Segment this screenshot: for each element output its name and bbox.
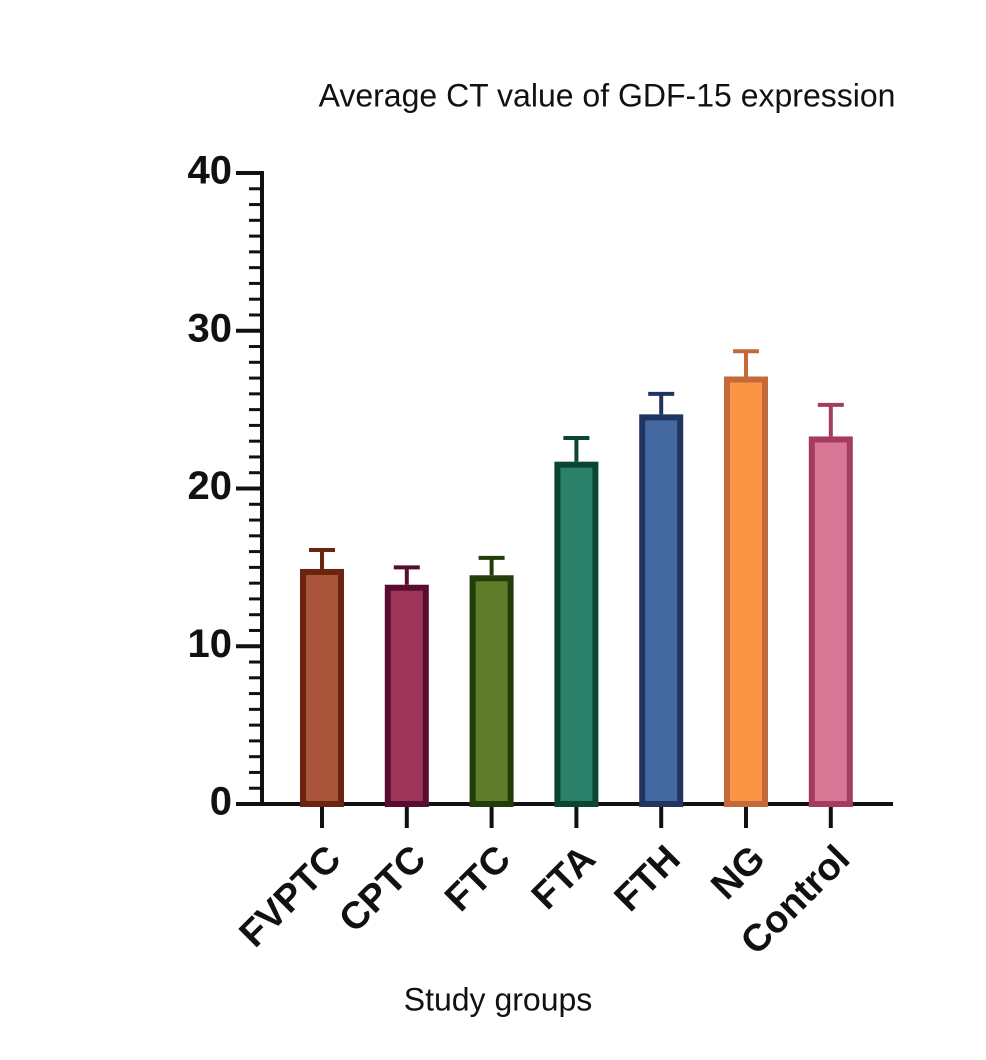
bar	[469, 575, 514, 808]
bar	[384, 584, 429, 807]
chart-title: Average CT value of GDF-15 expression	[319, 77, 896, 113]
x-tick-label: NG	[703, 838, 773, 908]
y-tick-label: 0	[210, 780, 232, 824]
x-tick-label: FTC	[437, 838, 519, 920]
bar	[808, 436, 853, 807]
y-tick-label: 40	[188, 149, 233, 193]
bar	[554, 461, 599, 807]
x-tick-label: FTA	[524, 838, 604, 918]
x-tick-label: FVPTC	[232, 838, 350, 956]
bar	[639, 414, 684, 807]
x-tick-label: CPTC	[331, 838, 434, 941]
bar	[300, 568, 344, 808]
x-axis-label: Study groups	[404, 981, 593, 1017]
y-tick-label: 30	[188, 306, 233, 350]
y-tick-label: 10	[188, 622, 233, 666]
y-tick-label: 20	[188, 464, 233, 508]
x-tick-label: FTH	[607, 838, 689, 920]
bar	[724, 376, 768, 807]
